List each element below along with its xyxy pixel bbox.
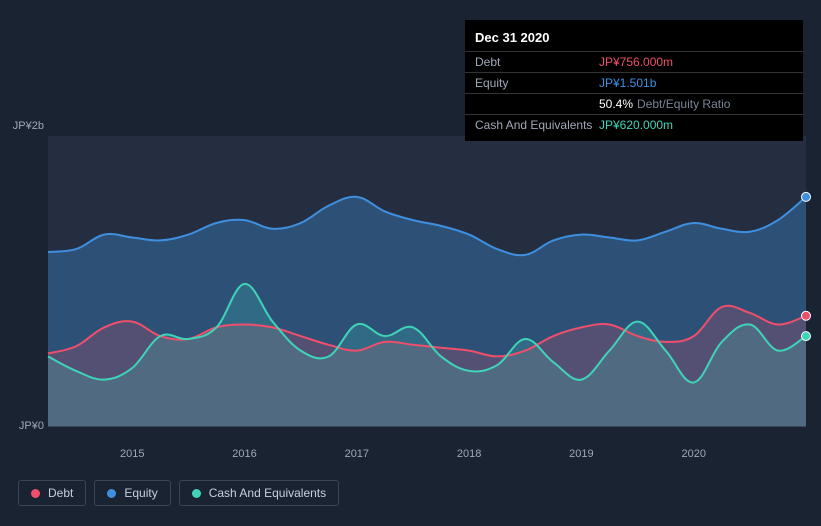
x-tick: 2016 bbox=[232, 448, 256, 460]
legend-label: Debt bbox=[48, 486, 73, 500]
tooltip-row-value: JP¥756.000m bbox=[599, 55, 673, 69]
legend-dot-icon bbox=[31, 489, 40, 498]
legend-item-cash-and-equivalents[interactable]: Cash And Equivalents bbox=[179, 480, 339, 506]
x-tick: 2015 bbox=[120, 448, 144, 460]
end-marker-debt bbox=[802, 311, 811, 320]
legend-item-equity[interactable]: Equity bbox=[94, 480, 170, 506]
legend-item-debt[interactable]: Debt bbox=[18, 480, 86, 506]
legend-dot-icon bbox=[107, 489, 116, 498]
chart-container: JP¥2b JP¥0 bbox=[16, 120, 806, 440]
tooltip-row-label bbox=[475, 97, 599, 111]
x-axis: 2015 2016 2017 2018 2019 2020 bbox=[48, 448, 806, 468]
x-tick: 2020 bbox=[681, 448, 705, 460]
x-tick: 2017 bbox=[345, 448, 369, 460]
legend-dot-icon bbox=[192, 489, 201, 498]
tooltip-panel: Dec 31 2020 DebtJP¥756.000mEquityJP¥1.50… bbox=[465, 20, 803, 141]
legend-label: Cash And Equivalents bbox=[209, 486, 326, 500]
tooltip-row: Cash And EquivalentsJP¥620.000m bbox=[465, 114, 803, 135]
x-tick: 2019 bbox=[569, 448, 593, 460]
tooltip-row-sublabel: Debt/Equity Ratio bbox=[637, 97, 730, 111]
tooltip-row-label: Equity bbox=[475, 76, 599, 90]
tooltip-row-value: 50.4%Debt/Equity Ratio bbox=[599, 97, 730, 111]
tooltip-row-label: Cash And Equivalents bbox=[475, 118, 599, 132]
y-tick-bottom: JP¥0 bbox=[19, 420, 44, 432]
legend-label: Equity bbox=[124, 486, 157, 500]
x-tick: 2018 bbox=[457, 448, 481, 460]
tooltip-row-value: JP¥620.000m bbox=[599, 118, 673, 132]
tooltip-row-label: Debt bbox=[475, 55, 599, 69]
tooltip-date: Dec 31 2020 bbox=[465, 26, 803, 51]
tooltip-row-value: JP¥1.501b bbox=[599, 76, 656, 90]
tooltip-row: DebtJP¥756.000m bbox=[465, 51, 803, 72]
end-marker-equity bbox=[802, 192, 811, 201]
y-tick-top: JP¥2b bbox=[13, 120, 44, 132]
tooltip-row: EquityJP¥1.501b bbox=[465, 72, 803, 93]
tooltip-row: 50.4%Debt/Equity Ratio bbox=[465, 93, 803, 114]
end-marker-cash-and-equivalents bbox=[802, 332, 811, 341]
legend: Debt Equity Cash And Equivalents bbox=[18, 480, 339, 506]
plot-area[interactable] bbox=[48, 136, 806, 426]
